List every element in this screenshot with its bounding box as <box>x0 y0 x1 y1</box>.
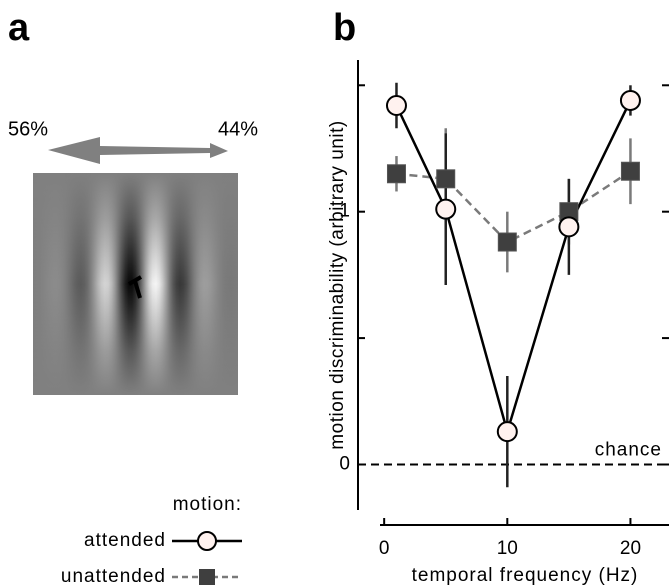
marker <box>558 216 580 238</box>
panel-label: b <box>333 7 356 49</box>
marker <box>435 198 457 220</box>
series-line <box>395 99 632 437</box>
direction-label: 44% <box>218 118 258 140</box>
legend-label: attended <box>84 530 166 551</box>
marker <box>436 169 456 189</box>
legend-label: unattended <box>61 566 166 587</box>
chance-label: chance <box>595 440 662 461</box>
marker <box>386 164 406 184</box>
fixation-mark <box>127 275 143 299</box>
direction-label: 56% <box>8 118 48 140</box>
marker <box>496 421 518 443</box>
marker <box>385 95 407 117</box>
x-tick-label: 20 <box>620 538 641 559</box>
y-axis-label: motion discriminability (arbitrary unit) <box>327 120 348 449</box>
x-tick-label: 10 <box>497 538 518 559</box>
marker <box>619 89 641 111</box>
marker <box>497 232 517 252</box>
marker <box>620 161 640 181</box>
y-tick-label: 1 <box>339 201 350 222</box>
x-tick-label: 0 <box>379 538 390 559</box>
x-axis-label: temporal frequency (Hz) <box>412 565 639 586</box>
legend-title: motion: <box>173 494 242 515</box>
panel-label: a <box>8 7 30 49</box>
arrow <box>48 137 228 164</box>
y-tick-label: 0 <box>339 454 350 475</box>
legend-marker <box>197 531 217 551</box>
legend-marker <box>199 569 215 585</box>
